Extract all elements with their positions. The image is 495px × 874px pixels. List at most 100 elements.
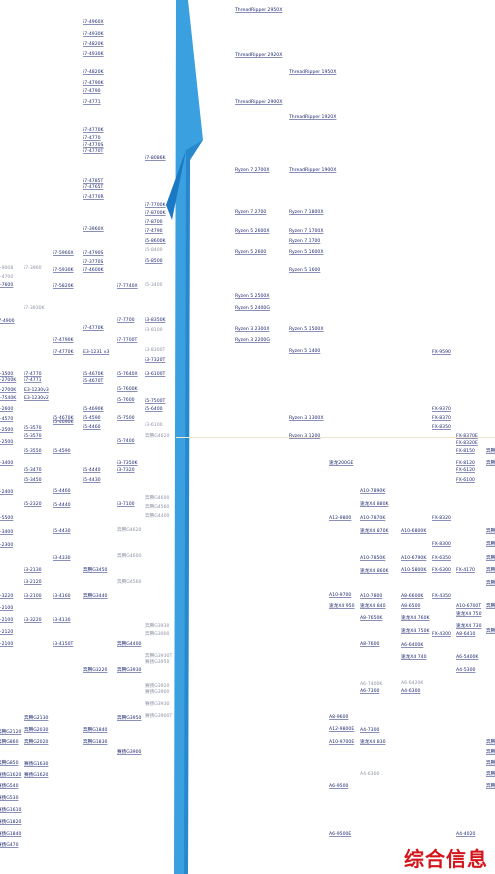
cpu-label: E3-1230v2	[24, 396, 49, 401]
cpu-label: 3-3400	[0, 530, 14, 535]
cpu-label: i7-4790K	[83, 81, 104, 86]
cpu-label: i7-4930K	[83, 32, 104, 37]
cpu-label: Ryzen 7 2700X	[235, 168, 270, 173]
cpu-label: i7-7700T	[117, 338, 138, 343]
cpu-label: FX-4170	[456, 568, 475, 573]
cpu-label: i5-6400	[145, 407, 163, 412]
cpu-label: i3-3220	[24, 618, 42, 623]
cpu-label: 奔腾	[486, 556, 495, 561]
cpu-label: A4-7300	[360, 728, 380, 733]
cpu-label: 速龙200GE	[329, 461, 354, 466]
cpu-label: i7-4770	[83, 136, 101, 141]
cpu-label: Ryzen 5 1600X	[289, 250, 324, 255]
cpu-label: i7-4770K	[83, 326, 104, 331]
cpu-label: FX-4300	[432, 632, 451, 637]
cpu-label: i3-4160	[53, 594, 71, 599]
cpu-label: 赛扬G3950	[145, 660, 170, 665]
cpu-label: E3-1230v3	[24, 388, 49, 393]
cpu-label: Ryzen 3 1300X	[289, 416, 324, 421]
cpu-label: 7-4700	[0, 275, 14, 280]
cpu-label: i5-8400	[145, 248, 163, 253]
cpu-label: i5-7600K	[117, 387, 138, 392]
cpu-label: 奔腾G4600	[145, 496, 170, 501]
cpu-label: 赛扬G540	[0, 784, 19, 789]
cpu-label: 奔腾G3220	[83, 668, 108, 673]
cpu-label: ThreadRipper 2920X	[235, 53, 283, 58]
cpu-label: i5-4440	[83, 468, 101, 473]
cpu-label: 3-2120	[0, 630, 14, 635]
cpu-label: 奔腾	[486, 740, 495, 745]
cpu-label: 奔腾	[486, 581, 495, 586]
cpu-label: 奔腾	[486, 629, 495, 634]
cpu-label: 奔腾G3950	[117, 716, 142, 721]
cpu-label: 速龙X4 750	[456, 612, 482, 617]
cpu-label: i5-4440	[53, 503, 71, 508]
cpu-label: Ryzen 7 1800X	[289, 210, 324, 215]
cpu-label: A6-6420K	[401, 681, 424, 686]
cpu-label: 速龙X4 860K	[360, 569, 389, 574]
cpu-label: A10-6790K	[401, 556, 427, 561]
cpu-label: i5-4670K	[53, 416, 74, 421]
cpu-label: A8-6500	[401, 604, 421, 609]
cpu-label: i5-4430	[53, 529, 71, 534]
cpu-label: i7-7700K	[145, 203, 166, 208]
cpu-label: 3-2500	[0, 428, 14, 433]
cpu-label: Ryzen 7 1700	[289, 239, 321, 244]
cpu-label: i5-7500	[117, 416, 135, 421]
cpu-label: 赛扬G1630	[24, 762, 49, 767]
cpu-label: FX-9370	[432, 407, 451, 412]
cpu-label: 速龙X4 760K	[401, 616, 430, 621]
cpu-label: 速龙X4 950	[329, 604, 355, 609]
cpu-label: i5-4590	[83, 416, 101, 421]
cpu-label: A10-9700E	[329, 740, 355, 745]
cpu-label: A4-5300	[456, 668, 476, 673]
cpu-label: A6-7300	[360, 689, 380, 694]
cpu-label: i5-4460	[83, 425, 101, 430]
cpu-label: i3-8350K	[145, 318, 166, 323]
cpu-label: ThreadRipper 2900X	[235, 100, 283, 105]
cpu-label: 2-2100	[0, 606, 14, 611]
cpu-label: i7-4790	[83, 89, 101, 94]
cpu-label: i7-4820K	[83, 42, 104, 47]
cpu-label: 3-7540K	[0, 396, 17, 401]
cpu-label: 奔腾G3930	[145, 624, 170, 629]
cpu-label: 奔腾G3440	[83, 594, 108, 599]
cpu-label: i7-4771	[83, 100, 101, 105]
cpu-label: 奔腾G850	[0, 761, 19, 766]
cpu-label: ThreadRipper 1950X	[289, 70, 337, 75]
cpu-label: FX-8370	[432, 416, 451, 421]
cpu-label: A6-5400K	[456, 655, 479, 660]
cpu-label: i7-4790K	[53, 338, 74, 343]
cpu-label: i3-6100T	[145, 372, 166, 377]
cpu-label: A4-6300	[360, 772, 380, 777]
cpu-label: i3-8100	[145, 328, 163, 333]
watermark-logo: 综合信息	[404, 847, 488, 871]
cpu-label: i5-4690K	[53, 420, 74, 425]
cpu-label: i3-7320T	[145, 358, 166, 363]
cpu-label: 赛扬G1840	[0, 832, 22, 837]
cpu-label: 赛扬G1620	[24, 773, 49, 778]
arrow-notch	[166, 150, 186, 220]
cpu-label: i5-7500T	[145, 399, 166, 404]
cpu-label: 奔腾G2130	[24, 716, 49, 721]
cpu-label: FX-6350	[432, 556, 451, 561]
cpu-label: i7-3960X	[83, 227, 104, 232]
cpu-label: Ryzen 5 2400G	[235, 306, 270, 311]
cpu-label: 速龙X4 750K	[401, 629, 430, 634]
cpu-label: A6-6400K	[401, 643, 424, 648]
cpu-label: A10-5800K	[401, 568, 427, 573]
cpu-label: 1-2100	[0, 642, 14, 647]
cpu-label: 速龙X4 880K	[360, 502, 389, 507]
cpu-label: A10-6700T	[456, 604, 482, 609]
cpu-label: i5-3470	[24, 468, 42, 473]
cpu-label: A4-4020	[456, 832, 476, 837]
cpu-label: i3-4330	[53, 556, 71, 561]
cpu-label: 3-4570	[0, 417, 14, 422]
cpu-label: 1-5500	[0, 516, 14, 521]
cpu-label: Ryzen 5 1500X	[289, 327, 324, 332]
cpu-label: E3-1231 v3	[83, 350, 110, 355]
cpu-label: A10-7800	[360, 594, 383, 599]
cpu-label: i7-4770K	[83, 128, 104, 133]
cpu-label: 赛扬G3900T	[145, 714, 173, 719]
cpu-label: i7-4960X	[83, 20, 104, 25]
